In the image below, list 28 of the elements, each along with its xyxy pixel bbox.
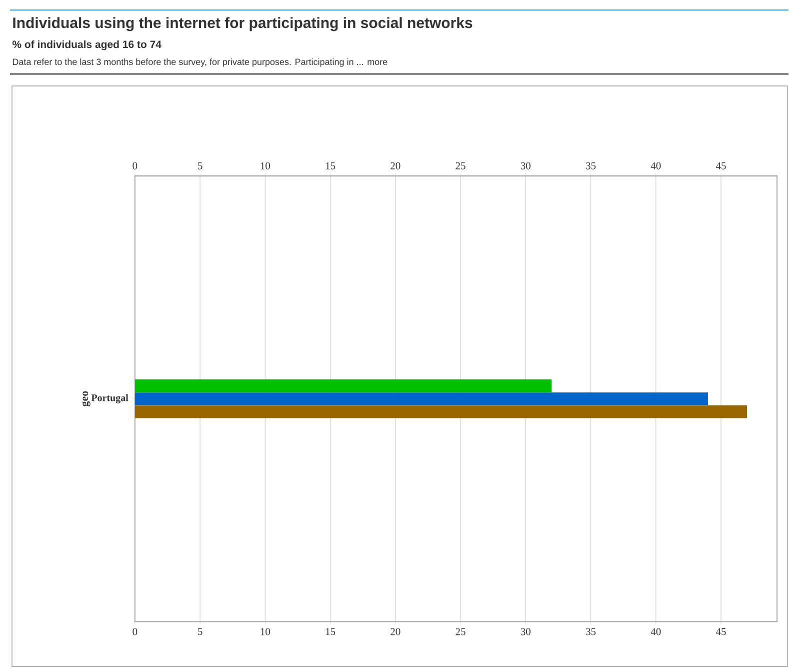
x2-tick-label: 25 — [456, 162, 466, 170]
bar — [134, 405, 748, 418]
x-tick-label: 5 — [198, 628, 202, 636]
x-tick-label: 20 — [390, 628, 400, 636]
x2-tick-label: 20 — [390, 162, 400, 170]
x2-tick-label: 15 — [326, 162, 336, 170]
x2-tick-label: 40 — [650, 162, 661, 170]
bar — [134, 379, 552, 392]
x-tick-label: 0 — [132, 628, 138, 636]
text: Data refer to the last 3 months before the survey, for private purposes. Participating in ... more — [12, 58, 388, 68]
x-tick-label: 10 — [260, 628, 270, 636]
bar — [134, 392, 708, 406]
y-tick-label: Portugal — [91, 394, 128, 404]
x-tick-label: 45 — [716, 628, 726, 636]
x2-tick-label: 45 — [716, 162, 726, 170]
x-tick-label: 30 — [520, 628, 530, 636]
chart-subtitle: % of individuals aged 16 to 74 — [12, 40, 162, 50]
x2-tick-label: 0 — [132, 162, 138, 170]
y-axis-title: geo — [82, 391, 90, 407]
x-tick-label: 35 — [586, 628, 596, 636]
x2-tick-label: 35 — [586, 162, 596, 170]
chart-title: Individuals using the internet for participating in social networks — [13, 17, 472, 32]
x-tick-label: 40 — [650, 628, 661, 636]
x2-tick-label: 30 — [520, 162, 530, 170]
x-tick-label: 15 — [326, 628, 336, 636]
x-tick-label: 25 — [456, 628, 466, 636]
x2-tick-label: 10 — [260, 162, 270, 170]
x2-tick-label: 5 — [198, 162, 202, 170]
